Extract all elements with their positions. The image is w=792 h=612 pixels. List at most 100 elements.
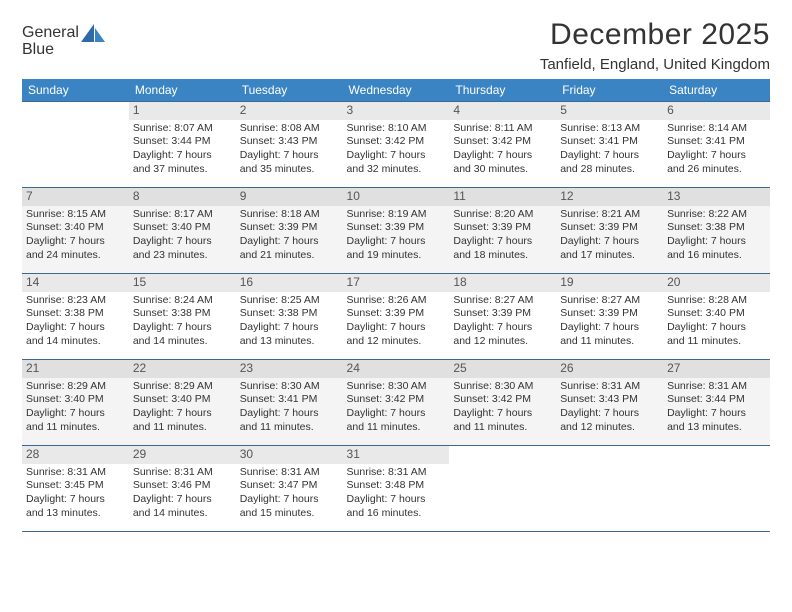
day-details: Sunrise: 8:20 AMSunset: 3:39 PMDaylight:… [453,208,552,263]
day-number: 8 [129,188,236,206]
calendar-day: 24 Sunrise: 8:30 AMSunset: 3:42 PMDayligh… [343,360,450,446]
calendar-day: 9 Sunrise: 8:18 AMSunset: 3:39 PMDaylight… [236,188,343,274]
day-details: Sunrise: 8:31 AMSunset: 3:44 PMDaylight:… [667,380,766,435]
day-details: Sunrise: 8:31 AMSunset: 3:45 PMDaylight:… [26,466,125,521]
weekday-header: Saturday [663,79,770,102]
day-number: 13 [663,188,770,206]
day-details: Sunrise: 8:23 AMSunset: 3:38 PMDaylight:… [26,294,125,349]
calendar-day: 28Sunrise: 8:31 AMSunset: 3:45 PMDayligh… [22,446,129,532]
day-details: Sunrise: 8:26 AMSunset: 3:39 PMDaylight:… [347,294,446,349]
day-details: Sunrise: 8:17 AMSunset: 3:40 PMDaylight:… [133,208,232,263]
day-number: 20 [663,274,770,292]
day-number: 27 [663,360,770,378]
calendar-day: 21 Sunrise: 8:29 AMSunset: 3:40 PMDayligh… [22,360,129,446]
calendar-day: 3Sunrise: 8:10 AMSunset: 3:42 PMDaylight… [343,102,450,188]
weekday-header: Wednesday [343,79,450,102]
day-number: 15 [129,274,236,292]
day-number: 14 [22,274,129,292]
calendar-day: 10Sunrise: 8:19 AMSunset: 3:39 PMDayligh… [343,188,450,274]
day-number: 9 [236,188,343,206]
calendar-week: 7 Sunrise: 8:15 AMSunset: 3:40 PMDaylight… [22,188,770,274]
calendar-day: 16Sunrise: 8:25 AMSunset: 3:38 PMDayligh… [236,274,343,360]
weekday-header: Thursday [449,79,556,102]
day-details: Sunrise: 8:21 AMSunset: 3:39 PMDaylight:… [560,208,659,263]
day-details: Sunrise: 8:11 AMSunset: 3:42 PMDaylight:… [453,122,552,177]
calendar-day: 13Sunrise: 8:22 AMSunset: 3:38 PMDayligh… [663,188,770,274]
calendar-empty [22,102,129,188]
calendar-day: 1 Sunrise: 8:07 AMSunset: 3:44 PMDaylight… [129,102,236,188]
calendar-day: 23 Sunrise: 8:30 AMSunset: 3:41 PMDayligh… [236,360,343,446]
calendar-day: 20 Sunrise: 8:28 AMSunset: 3:40 PMDayligh… [663,274,770,360]
day-number: 11 [449,188,556,206]
calendar-week: 21 Sunrise: 8:29 AMSunset: 3:40 PMDayligh… [22,360,770,446]
day-number: 1 [129,102,236,120]
calendar-day: 4Sunrise: 8:11 AMSunset: 3:42 PMDaylight… [449,102,556,188]
logo: General Blue [22,18,107,58]
day-number: 2 [236,102,343,120]
calendar-day: 31Sunrise: 8:31 AMSunset: 3:48 PMDayligh… [343,446,450,532]
page-title: December 2025 [540,18,770,52]
day-details: Sunrise: 8:30 AMSunset: 3:42 PMDaylight:… [347,380,446,435]
calendar-empty [449,446,556,532]
calendar-day: 14 Sunrise: 8:23 AMSunset: 3:38 PMDayligh… [22,274,129,360]
day-details: Sunrise: 8:15 AMSunset: 3:40 PMDaylight:… [26,208,125,263]
calendar-day: 15 Sunrise: 8:24 AMSunset: 3:38 PMDayligh… [129,274,236,360]
day-number: 18 [449,274,556,292]
day-number: 3 [343,102,450,120]
day-details: Sunrise: 8:18 AMSunset: 3:39 PMDaylight:… [240,208,339,263]
calendar-week: 1 Sunrise: 8:07 AMSunset: 3:44 PMDaylight… [22,102,770,188]
logo-general: General [22,25,79,41]
calendar-day: 27 Sunrise: 8:31 AMSunset: 3:44 PMDayligh… [663,360,770,446]
day-number: 17 [343,274,450,292]
calendar-week: 14 Sunrise: 8:23 AMSunset: 3:38 PMDayligh… [22,274,770,360]
title-block: December 2025 Tanfield, England, United … [540,18,770,73]
calendar-table: SundayMondayTuesdayWednesdayThursdayFrid… [22,79,770,532]
calendar-day: 26Sunrise: 8:31 AMSunset: 3:43 PMDayligh… [556,360,663,446]
day-details: Sunrise: 8:24 AMSunset: 3:38 PMDaylight:… [133,294,232,349]
calendar-day: 25Sunrise: 8:30 AMSunset: 3:42 PMDayligh… [449,360,556,446]
day-details: Sunrise: 8:30 AMSunset: 3:42 PMDaylight:… [453,380,552,435]
day-details: Sunrise: 8:28 AMSunset: 3:40 PMDaylight:… [667,294,766,349]
day-number: 23 [236,360,343,378]
day-number: 24 [343,360,450,378]
calendar-day: 17 Sunrise: 8:26 AMSunset: 3:39 PMDayligh… [343,274,450,360]
calendar-empty [663,446,770,532]
weekday-header: Friday [556,79,663,102]
day-number: 7 [22,188,129,206]
day-number: 30 [236,446,343,464]
day-number: 19 [556,274,663,292]
day-details: Sunrise: 8:27 AMSunset: 3:39 PMDaylight:… [560,294,659,349]
day-details: Sunrise: 8:31 AMSunset: 3:47 PMDaylight:… [240,466,339,521]
day-details: Sunrise: 8:07 AMSunset: 3:44 PMDaylight:… [133,122,232,177]
calendar-week: 28Sunrise: 8:31 AMSunset: 3:45 PMDayligh… [22,446,770,532]
day-details: Sunrise: 8:13 AMSunset: 3:41 PMDaylight:… [560,122,659,177]
calendar-day: 22Sunrise: 8:29 AMSunset: 3:40 PMDayligh… [129,360,236,446]
sail-icon [81,24,107,42]
weekday-header-row: SundayMondayTuesdayWednesdayThursdayFrid… [22,79,770,102]
day-number: 16 [236,274,343,292]
calendar-day: 19 Sunrise: 8:27 AMSunset: 3:39 PMDayligh… [556,274,663,360]
day-details: Sunrise: 8:27 AMSunset: 3:39 PMDaylight:… [453,294,552,349]
calendar-day: 5 Sunrise: 8:13 AMSunset: 3:41 PMDaylight… [556,102,663,188]
calendar-day: 8 Sunrise: 8:17 AMSunset: 3:40 PMDaylight… [129,188,236,274]
day-number: 29 [129,446,236,464]
logo-blue: Blue [22,42,107,58]
day-number: 21 [22,360,129,378]
weekday-header: Tuesday [236,79,343,102]
location-text: Tanfield, England, United Kingdom [540,56,770,73]
day-details: Sunrise: 8:30 AMSunset: 3:41 PMDaylight:… [240,380,339,435]
weekday-header: Sunday [22,79,129,102]
day-details: Sunrise: 8:08 AMSunset: 3:43 PMDaylight:… [240,122,339,177]
calendar-day: 12 Sunrise: 8:21 AMSunset: 3:39 PMDayligh… [556,188,663,274]
calendar-day: 30 Sunrise: 8:31 AMSunset: 3:47 PMDayligh… [236,446,343,532]
day-number: 12 [556,188,663,206]
calendar-day: 29Sunrise: 8:31 AMSunset: 3:46 PMDayligh… [129,446,236,532]
day-number: 22 [129,360,236,378]
day-number: 6 [663,102,770,120]
calendar-day: 2 Sunrise: 8:08 AMSunset: 3:43 PMDaylight… [236,102,343,188]
day-number: 5 [556,102,663,120]
day-details: Sunrise: 8:31 AMSunset: 3:43 PMDaylight:… [560,380,659,435]
day-details: Sunrise: 8:31 AMSunset: 3:48 PMDaylight:… [347,466,446,521]
calendar-day: 11 Sunrise: 8:20 AMSunset: 3:39 PMDayligh… [449,188,556,274]
day-details: Sunrise: 8:29 AMSunset: 3:40 PMDaylight:… [26,380,125,435]
